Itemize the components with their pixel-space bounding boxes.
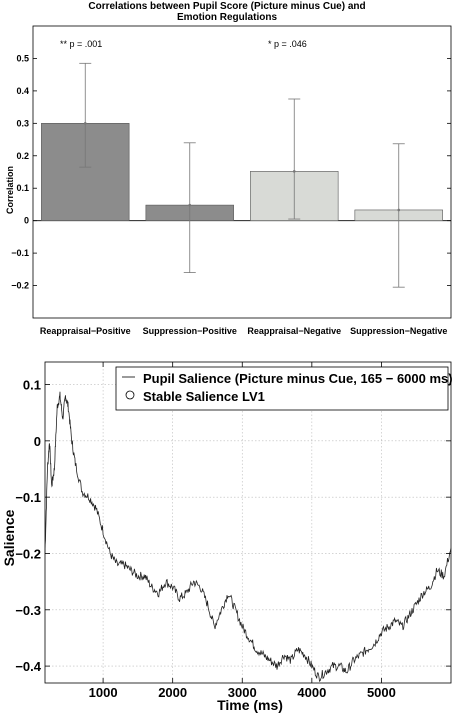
annotation-reappraisal-positive: ** p = .001 [60, 39, 102, 49]
legend-circle-swatch [125, 390, 135, 400]
plot-frame [32, 25, 452, 319]
x-tick-label: Reappraisal−Negative [247, 326, 341, 336]
legend-entry-pupil-salience: Pupil Salience (Picture minus Cue, 165 −… [143, 371, 453, 386]
y-tick-label: 0 [24, 216, 29, 226]
y-tick-label: −0.1 [11, 248, 29, 258]
x-axis-label: Time (ms) [217, 697, 283, 713]
plot-frame [44, 361, 452, 684]
y-tick-label: −0.3 [15, 603, 41, 618]
x-tick-label: 2000 [158, 685, 187, 700]
y-tick-label: 0.1 [16, 183, 29, 193]
y-axis-label: Salience [1, 509, 17, 566]
series-line-pupil-salience [44, 391, 452, 682]
legend-box [115, 366, 449, 411]
x-tick-label: 4000 [297, 685, 326, 700]
y-tick-label: 0.2 [16, 151, 29, 161]
x-tick-label: 5000 [367, 685, 396, 700]
x-tick-label: 1000 [89, 685, 118, 700]
chart1-title-line2: Emotion Regulations [177, 12, 277, 23]
bar-value-point [188, 203, 192, 207]
y-tick-label: 0 [34, 434, 41, 449]
y-tick-label: 0.4 [16, 86, 29, 96]
y-axis-label: Correlation [5, 166, 15, 214]
legend-entry-stable-salience: Stable Salience LV1 [143, 389, 265, 404]
y-tick-label: 0.5 [16, 53, 29, 63]
y-tick-label: −0.4 [15, 659, 41, 674]
chart1-title-line1: Correlations between Pupil Score (Pictur… [88, 1, 366, 12]
y-tick-label: 0.1 [23, 378, 41, 393]
y-tick-label: −0.2 [15, 546, 41, 561]
bar-value-point [292, 170, 296, 173]
x-tick-label: Suppression−Negative [350, 326, 447, 336]
x-tick-label: Reappraisal−Positive [40, 326, 131, 336]
bar-value-point [83, 122, 87, 125]
y-tick-label: 0.3 [16, 118, 29, 128]
y-tick-label: −0.1 [15, 490, 41, 505]
bar-chart: 0.5 0.4 0.3 0.2 0.1 0 −0.1 −0.2 Reappraisal−Pos… [5, 25, 452, 336]
x-tick-label: 3000 [228, 685, 257, 700]
y-tick-label: −0.2 [11, 281, 29, 291]
bar-value-point [397, 208, 401, 212]
annotation-reappraisal-negative: * p = .046 [268, 39, 307, 49]
x-tick-label: Suppression−Positive [143, 326, 237, 336]
